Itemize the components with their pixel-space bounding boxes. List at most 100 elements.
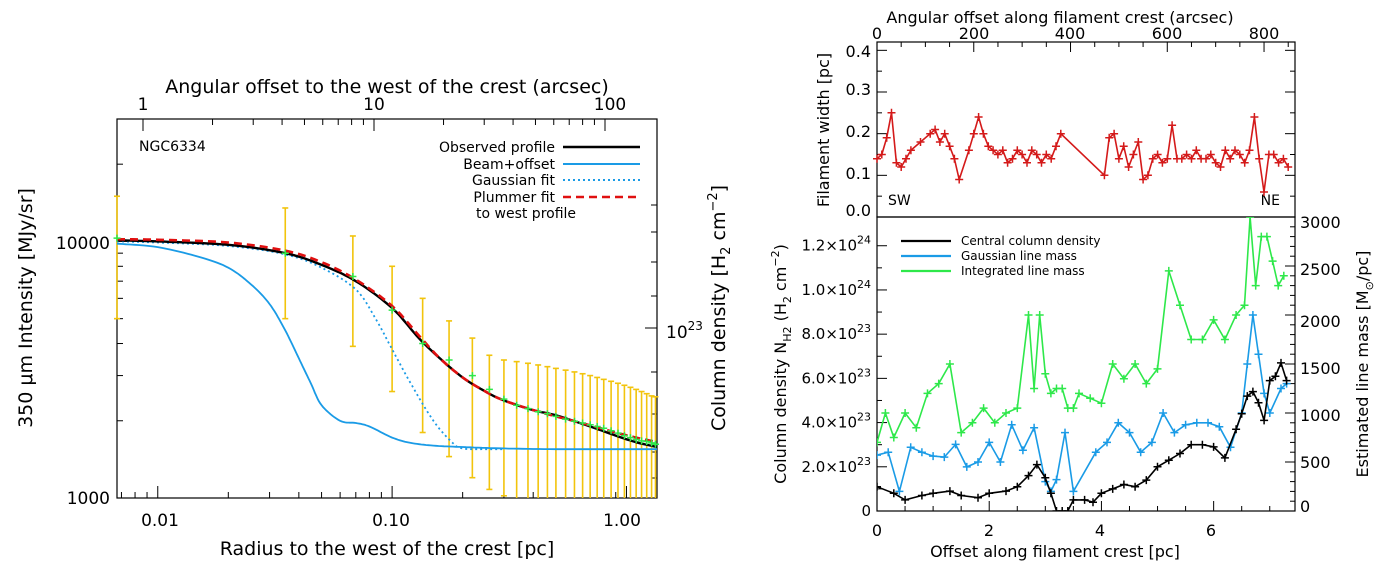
central-density-point [1097, 489, 1106, 498]
density-y-tick-label: 1.2×1024 [801, 234, 871, 255]
profile-data-point [600, 424, 608, 432]
central-density-point [1002, 487, 1010, 496]
top-axis-label-right: Angular offset along filament crest (arc… [886, 8, 1233, 27]
central-density-point [889, 489, 898, 498]
filament-width-point [1274, 158, 1283, 167]
top-tick-600: 600 [1152, 24, 1183, 43]
filament-width-point [1153, 150, 1162, 159]
profile-data-point [524, 405, 532, 413]
gaussian-line-mass-point [1007, 420, 1016, 429]
profile-data-point [445, 356, 453, 364]
right-label-unit: cm [708, 212, 730, 247]
legend-right: Central column density Gaussian line mas… [901, 234, 1101, 278]
top-axis-label-left: Angular offset to the west of the crest … [165, 76, 609, 98]
profile-data-point [579, 419, 587, 427]
profile-plot-frame [116, 118, 658, 499]
gaussian-line-mass-point [1215, 422, 1224, 431]
density-y-tick-mantissa: 0 [861, 502, 871, 520]
central-density-point [901, 495, 910, 504]
mass-label-main: Estimated line mass [M [1353, 290, 1372, 477]
density-y-tick-label: 0 [861, 502, 871, 520]
mass-tick-1500: 1500 [1300, 359, 1341, 378]
width-tick-0.2: 0.2 [846, 122, 871, 141]
width-plot-frame [876, 41, 1296, 218]
central-density-point [1254, 398, 1263, 407]
integrated-line-mass-point [1153, 364, 1162, 373]
filament-width-point [1202, 154, 1210, 163]
density-y-tick-label: 8.0×1023 [801, 322, 871, 343]
filament-width-point [1163, 154, 1172, 163]
density-y-tick-labels: 02.0×10234.0×10236.0×10238.0×10231.0×102… [801, 234, 871, 520]
central-density-point [1080, 495, 1089, 504]
density-plot-frame [876, 216, 1296, 512]
bottom-tick-0.01: 0.01 [141, 511, 179, 531]
central-density-point [1052, 507, 1061, 511]
gaussian-line-mass-point [1254, 350, 1263, 359]
mass-axis-label: Estimated line mass [M⊙/pc] [1353, 251, 1376, 478]
integrated-line-mass-point [1232, 311, 1241, 319]
profile-axis-ticks [117, 118, 657, 499]
density-y-tick-mantissa: 8.0×10 [801, 325, 857, 343]
gaussian-line-mass-point [1243, 360, 1252, 368]
central-density-point [1089, 498, 1097, 507]
filament-width-point [950, 154, 959, 163]
gaussian-line-mass-point [917, 448, 926, 457]
central-density-point [877, 482, 881, 491]
profile-data-point [113, 234, 121, 242]
filament-width-point [1235, 150, 1244, 159]
filament-width-point [969, 129, 978, 138]
filament-width-point [935, 138, 944, 146]
profile-data-point [468, 372, 476, 380]
integrated-line-mass-point [881, 409, 890, 417]
integrated-line-mass-point [968, 418, 977, 427]
central-density-point [985, 489, 994, 498]
integrated-line-mass-point [1046, 389, 1055, 398]
density-y-tick-exponent: 23 [857, 411, 871, 424]
panel-label-ngc6334: NGC6334 [139, 139, 206, 155]
mass-tick-3000: 3000 [1300, 213, 1341, 232]
filament-width-point [998, 146, 1007, 155]
bottom-axis-label-left: Radius to the west of the crest [pc] [220, 538, 555, 560]
right-tick-exp: 23 [688, 319, 703, 333]
density-series-group [877, 217, 1291, 511]
width-axis-ticks [876, 42, 1295, 218]
filament-width-point [1052, 142, 1060, 151]
x-tick-2: 2 [984, 521, 994, 540]
filament-width-point [1100, 171, 1109, 180]
central-density-point [1220, 453, 1229, 462]
filament-width-point [1124, 163, 1133, 171]
filament-width-point [1119, 142, 1128, 151]
filament-width-point [1110, 129, 1119, 138]
gaussian-line-mass-point [1030, 423, 1039, 432]
density-y-tick-exponent: 24 [857, 278, 871, 291]
central-density-point [1209, 442, 1218, 451]
legend-gaussian-label: Gaussian fit [472, 173, 555, 189]
y-tick-10000: 10000 [56, 234, 110, 254]
central-density-point [1153, 462, 1162, 471]
gaussian-line-mass-point [1061, 428, 1069, 437]
filament-width-point [1032, 150, 1041, 159]
density-label-unit2: cm [771, 267, 790, 296]
density-data [877, 217, 1291, 511]
filament-width-point [1177, 154, 1186, 163]
density-axis-ticks [876, 216, 1295, 512]
central-density-point [1032, 460, 1041, 469]
profile-data-point [534, 408, 542, 416]
central-density-point [1069, 495, 1078, 504]
legend-central-label: Central column density [961, 234, 1101, 248]
legend-integmass-label: Integrated line mass [961, 264, 1085, 278]
legend-plummer-label: Plummer fit [473, 190, 555, 206]
width-tick-0.0: 0.0 [846, 201, 871, 220]
integrated-line-mass-point [1198, 335, 1207, 344]
integrated-line-mass-point [1220, 335, 1229, 344]
filament-width-point [1139, 175, 1148, 184]
filament-width-point [1192, 146, 1201, 155]
profile-data-point [349, 273, 357, 280]
integrated-line-mass-point [934, 379, 943, 388]
filament-width-point [873, 154, 881, 163]
density-label-main: Column density N [771, 342, 790, 484]
legend-plummer-label-2: to west profile [476, 206, 576, 222]
gaussian-line-mass-point [940, 453, 949, 462]
gaussian-line-mass-point [1147, 438, 1156, 447]
